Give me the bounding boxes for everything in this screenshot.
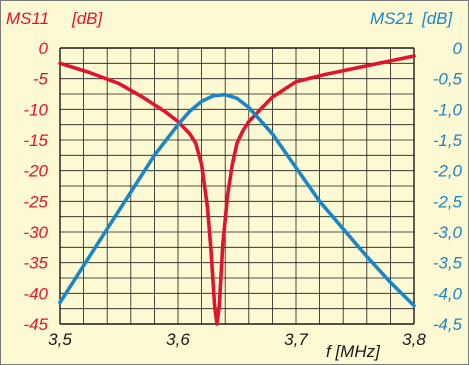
x-tick-label: 3,6 xyxy=(166,330,190,349)
chart-series xyxy=(58,54,416,326)
right-tick-label: 0 xyxy=(453,39,463,58)
left-tick-label: -30 xyxy=(23,223,48,242)
left-tick-label: -25 xyxy=(23,192,48,211)
right-tick-label: -0,5 xyxy=(433,70,463,89)
right-axis-unit: [dB] xyxy=(421,9,454,28)
left-tick-label: -15 xyxy=(23,131,48,150)
right-axis-title: MS21 xyxy=(370,9,414,28)
x-axis-title: f [MHz] xyxy=(326,342,381,361)
right-tick-label: -1,0 xyxy=(433,100,463,119)
right-tick-label: -4,5 xyxy=(433,315,463,334)
right-tick-labels: 0 -0,5 -1,0 -1,5 -2,0 -2,5 -3,0 -3,5 -4,0 -4,5 xyxy=(433,39,463,334)
x-tick-labels: 3,5 3,6 3,7 3,8 xyxy=(48,330,426,349)
left-tick-label: -45 xyxy=(23,315,48,334)
left-tick-label: 0 xyxy=(39,39,49,58)
left-tick-label: -35 xyxy=(23,254,48,273)
left-tick-label: -20 xyxy=(23,162,48,181)
right-tick-label: -3,0 xyxy=(433,223,463,242)
right-tick-label: -2,5 xyxy=(433,192,463,211)
series-line-ms11 xyxy=(58,54,416,326)
series-line-ms21 xyxy=(58,92,416,308)
x-tick-label: 3,8 xyxy=(402,330,426,349)
right-tick-label: -2,0 xyxy=(433,162,463,181)
right-tick-label: -4,0 xyxy=(433,284,463,303)
left-tick-label: -10 xyxy=(23,100,48,119)
x-tick-label: 3,5 xyxy=(48,330,72,349)
left-axis-title: MS11 xyxy=(6,9,49,28)
right-tick-label: -3,5 xyxy=(433,254,463,273)
x-tick-label: 3,7 xyxy=(284,330,308,349)
left-tick-label: -40 xyxy=(23,284,48,303)
right-tick-label: -1,5 xyxy=(433,131,463,150)
chart-grid xyxy=(59,47,415,325)
left-tick-label: -5 xyxy=(33,70,49,89)
left-axis-unit: [dB] xyxy=(71,9,104,28)
left-tick-labels: 0 -5 -10 -15 -20 -25 -30 -35 -40 -45 xyxy=(23,39,48,334)
